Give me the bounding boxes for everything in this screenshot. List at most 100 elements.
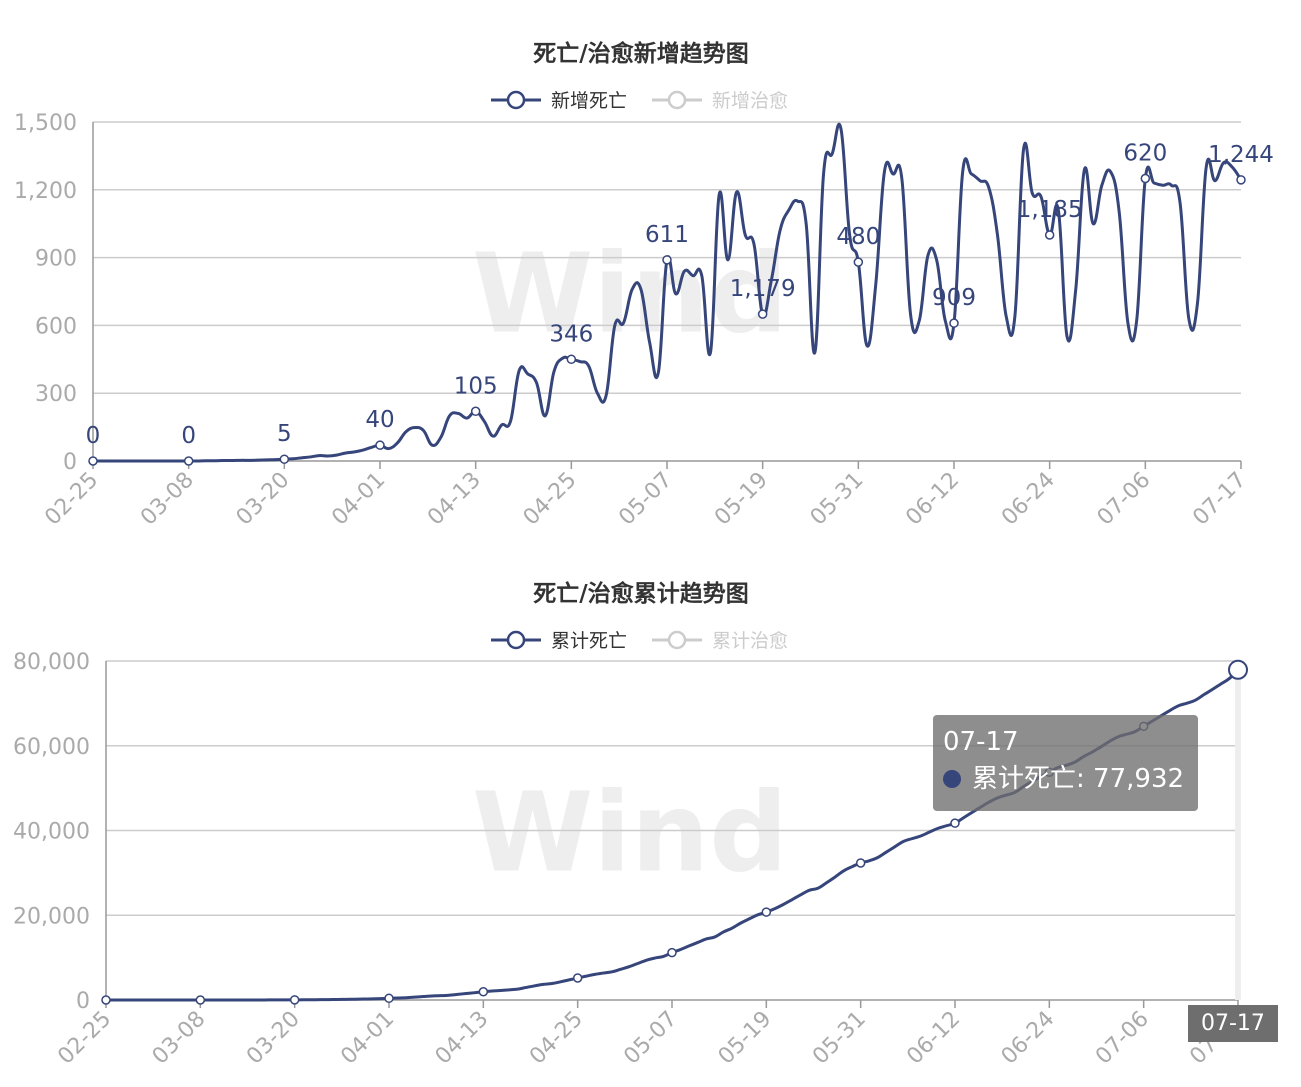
data-point (289, 995, 300, 1005)
x-tick-label: 05-31 (806, 468, 869, 531)
data-label: 0 (181, 423, 196, 449)
legend-item-1: 新增治愈 (652, 90, 788, 112)
y-tick-label: 600 (35, 314, 77, 339)
x-tick-label: 06-24 (997, 1007, 1060, 1070)
y-tick-label: 0 (76, 989, 90, 1014)
data-point (1236, 175, 1246, 185)
data-point (195, 995, 206, 1005)
x-tick-label: 06-12 (901, 468, 964, 531)
y-tick-label: 60,000 (13, 735, 90, 760)
x-tick-label: 04-25 (525, 1007, 588, 1070)
data-label: 611 (645, 222, 689, 248)
data-point (101, 995, 111, 1005)
x-tick-label: 04-13 (431, 1007, 494, 1070)
watermark: Wind (472, 769, 788, 897)
data-point (761, 907, 772, 917)
y-tick-label: 1,500 (14, 111, 77, 136)
x-tick-label: 04-01 (336, 1007, 399, 1070)
x-tick-label: 05-19 (714, 1007, 777, 1070)
x-tick-label: 03-20 (242, 1007, 305, 1070)
data-label: 1,179 (730, 276, 796, 302)
data-point (1044, 230, 1055, 240)
tooltip-title: 07-17 (943, 727, 1019, 757)
data-point (183, 456, 194, 466)
x-tick-label: 05-07 (619, 1007, 682, 1070)
x-tick-label: 02-25 (40, 468, 103, 531)
data-label: 346 (549, 321, 593, 347)
x-tick-label: 05-19 (710, 468, 773, 531)
data-label: 105 (454, 373, 498, 399)
tooltip-row: 累计死亡: 77,932 (943, 759, 1188, 799)
axis-pointer-label: 07-17 (1188, 1005, 1278, 1042)
data-point (950, 818, 960, 828)
legend-marker (667, 90, 687, 110)
data-point (853, 257, 864, 267)
data-point (855, 858, 866, 868)
x-tick-label: 04-13 (423, 468, 486, 531)
legend-item-0: 累计死亡 (491, 630, 627, 652)
data-point (279, 454, 290, 464)
x-tick-label: 04-01 (327, 468, 390, 531)
data-label: 40 (365, 407, 394, 433)
legend-marker (667, 630, 687, 650)
legend-item-0: 新增死亡 (491, 90, 627, 112)
y-tick-label: 900 (35, 247, 77, 272)
data-label: 480 (836, 224, 880, 250)
chart-title: 死亡/治愈累计趋势图 (533, 580, 748, 607)
tooltip-series-name: 累计死亡 (972, 764, 1077, 794)
x-tick-label: 07-06 (1091, 1007, 1154, 1070)
data-point (662, 255, 672, 265)
x-tick-label: 04-25 (519, 468, 582, 531)
x-tick-label: 05-07 (614, 468, 677, 531)
new-deaths-chart: 死亡/治愈新增趋势图 新增死亡 新增治愈 Wind 0 300 600 900 1,200 1,5… (0, 0, 1301, 540)
data-point (572, 973, 583, 983)
legend-marker (506, 90, 526, 110)
x-tick-label: 03-08 (136, 468, 199, 531)
legend-label: 新增死亡 (551, 90, 627, 112)
x-tick-label: 06-12 (902, 1007, 965, 1070)
x-tick-label: 05-31 (808, 1007, 871, 1070)
legend-item-1: 累计治愈 (652, 630, 788, 652)
x-tick-label: 06-24 (997, 468, 1060, 531)
x-tick-label: 07-17 (1188, 468, 1251, 531)
data-point (566, 354, 577, 365)
data-label: 909 (932, 285, 976, 311)
series-line (93, 123, 1243, 463)
y-tick-label: 20,000 (13, 904, 90, 929)
tooltip: 07-17 累计死亡: 77,932 (933, 715, 1198, 811)
legend-marker (506, 630, 526, 650)
tooltip-series-dot (943, 770, 961, 788)
data-point (88, 456, 98, 466)
y-tick-label: 80,000 (13, 650, 90, 675)
data-point (1140, 173, 1151, 184)
x-tick-label: 02-25 (53, 1007, 116, 1070)
data-point (470, 406, 481, 417)
data-point (1228, 659, 1248, 680)
y-tick-label: 1,200 (14, 179, 77, 204)
legend-label: 新增治愈 (712, 90, 788, 112)
chart-title: 死亡/治愈新增趋势图 (533, 40, 748, 67)
x-tick-label: 03-08 (148, 1007, 211, 1070)
data-point (757, 309, 768, 319)
legend-label: 累计死亡 (551, 630, 627, 652)
x-tick-label: 07-06 (1093, 468, 1156, 531)
cumulative-deaths-chart: 死亡/治愈累计趋势图累计死亡 累计治愈 Wind 0 20,000 40,000 60,00… (0, 540, 1301, 1087)
data-point (949, 318, 959, 328)
data-label: 5 (277, 421, 292, 447)
data-point (478, 987, 489, 997)
y-tick-label: 0 (63, 450, 77, 475)
tooltip-colon: : (1076, 764, 1094, 794)
data-point (375, 440, 385, 450)
tooltip-value: 77,932 (1093, 764, 1185, 794)
legend-label: 累计治愈 (712, 630, 788, 652)
data-label: 620 (1123, 141, 1167, 167)
y-tick-label: 300 (35, 382, 77, 407)
data-label: 1,244 (1208, 142, 1274, 168)
data-point (384, 993, 394, 1004)
data-label: 0 (86, 423, 101, 449)
y-tick-label: 40,000 (13, 820, 90, 845)
data-point (667, 947, 677, 958)
data-label: 1,185 (1017, 197, 1083, 223)
